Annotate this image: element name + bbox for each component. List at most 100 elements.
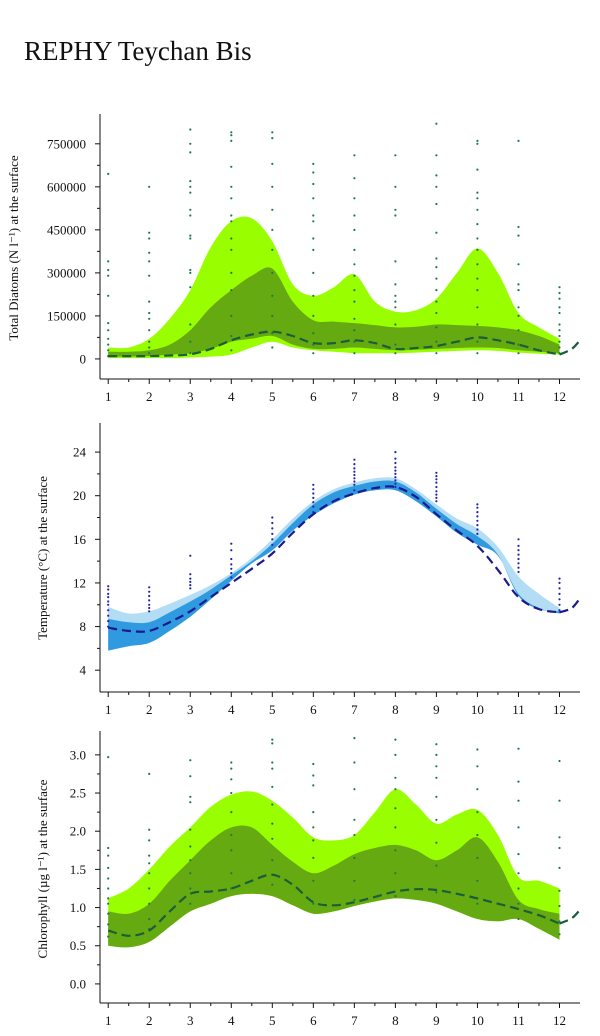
observation-point <box>189 587 192 590</box>
observation-point <box>230 791 233 795</box>
y-tick-label: 0 <box>80 351 87 366</box>
observation-point <box>558 323 561 326</box>
observation-point <box>107 337 110 340</box>
observation-point <box>558 933 561 936</box>
observation-point <box>312 352 315 355</box>
observation-point <box>558 329 561 332</box>
observation-point <box>353 489 356 492</box>
observation-point <box>189 759 192 762</box>
x-tick-label: 9 <box>433 702 440 717</box>
observation-point <box>189 286 192 289</box>
x-tick-label: 7 <box>351 389 358 404</box>
observation-point <box>271 785 274 789</box>
observation-point <box>476 248 479 251</box>
observation-point <box>230 567 233 570</box>
observation-point <box>435 231 438 234</box>
observation-point <box>312 171 315 174</box>
y-axis-title: Total Diatoms (N l⁻¹) at the surface <box>6 155 21 341</box>
observation-point <box>107 596 110 599</box>
x-tick-label: 2 <box>146 389 153 404</box>
observation-point <box>394 343 397 346</box>
observation-point <box>148 329 151 332</box>
observation-point <box>517 780 520 783</box>
observation-point <box>107 935 110 938</box>
x-tick-label: 10 <box>471 1013 484 1028</box>
observation-point <box>271 131 274 134</box>
observation-point <box>107 600 110 603</box>
x-tick-label: 2 <box>146 702 153 717</box>
observation-point <box>435 776 438 779</box>
x-tick-label: 8 <box>392 702 399 717</box>
observation-point <box>394 895 397 898</box>
y-tick-label: 0.0 <box>70 976 86 991</box>
observation-point <box>558 311 561 315</box>
observation-point <box>435 475 438 478</box>
observation-point <box>271 527 274 530</box>
page-title: REPHY Teychan Bis <box>24 36 252 66</box>
observation-point <box>230 549 233 552</box>
observation-point <box>558 306 561 309</box>
observation-point <box>230 576 233 579</box>
observation-point <box>353 317 356 320</box>
observation-point <box>271 228 274 231</box>
observation-point <box>353 818 356 821</box>
observation-point <box>558 866 561 870</box>
observation-point <box>517 139 520 142</box>
observation-point <box>476 208 479 211</box>
observation-point <box>148 590 151 593</box>
observation-point <box>271 137 274 140</box>
observation-point <box>435 490 438 493</box>
observation-point <box>230 557 233 561</box>
observation-point <box>189 775 192 778</box>
observation-point <box>107 877 110 880</box>
x-tick-label: 4 <box>228 389 235 404</box>
observation-point <box>230 185 233 188</box>
observation-point <box>353 483 356 486</box>
y-tick-label: 150000 <box>47 308 86 323</box>
observation-point <box>394 479 397 482</box>
observation-point <box>189 340 192 343</box>
observation-point <box>271 837 274 840</box>
observation-point <box>107 923 110 926</box>
observation-point <box>107 620 110 623</box>
observation-point <box>312 826 315 829</box>
observation-point <box>517 570 520 574</box>
observation-point <box>517 538 520 541</box>
observation-point <box>517 553 520 556</box>
observation-point <box>107 588 110 591</box>
observation-point <box>394 352 397 355</box>
observation-point <box>148 606 151 610</box>
observation-point <box>148 231 151 234</box>
observation-point <box>230 314 233 317</box>
observation-point <box>189 584 192 587</box>
y-tick-label: 3.0 <box>70 747 86 762</box>
observation-point <box>353 197 356 200</box>
observation-point <box>353 761 356 764</box>
x-tick-label: 1 <box>105 702 112 717</box>
observation-point <box>435 311 438 315</box>
observation-point <box>517 343 520 346</box>
observation-point <box>271 859 274 862</box>
observation-point <box>435 154 438 157</box>
observation-point <box>312 784 315 787</box>
observation-point <box>517 902 520 905</box>
observation-point <box>189 887 192 890</box>
observation-point <box>517 826 520 829</box>
observation-point <box>353 352 356 355</box>
observation-point <box>435 174 438 177</box>
observation-point <box>353 248 356 251</box>
x-tick-label: 9 <box>433 1013 440 1028</box>
observation-point <box>230 572 233 575</box>
x-tick-label: 1 <box>105 1013 112 1028</box>
observation-point <box>517 352 520 355</box>
observation-point <box>394 283 397 286</box>
observation-point <box>107 902 110 905</box>
observation-point <box>476 748 479 751</box>
observation-point <box>148 828 151 831</box>
observation-point <box>107 897 110 900</box>
observation-point <box>517 289 520 292</box>
observation-point <box>312 271 315 274</box>
observation-point <box>394 466 397 469</box>
observation-point <box>148 260 151 263</box>
median-line <box>108 485 560 633</box>
